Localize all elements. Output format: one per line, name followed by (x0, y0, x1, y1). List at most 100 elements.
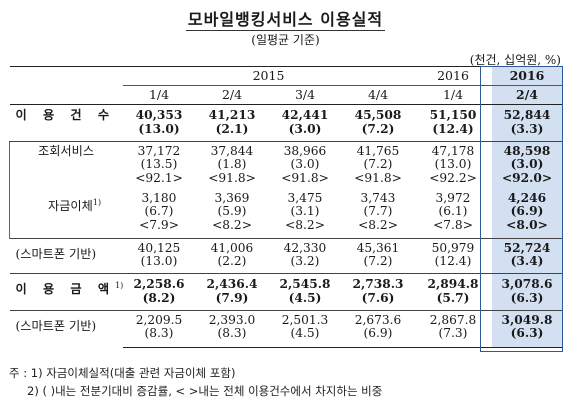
table-cell: 2,867.8 (414, 309, 492, 327)
table-cell: <92.2> (429, 170, 477, 185)
usage-count-row: 이 용 건 수 40,353 41,213 42,441 45,508 51,1… (10, 104, 563, 123)
table-cell: (7.2) (363, 254, 393, 268)
table-cell: 45,361 (341, 237, 415, 255)
table-cell: 45,508 (354, 108, 402, 122)
table-cell: <91.8> (208, 170, 256, 185)
table-cell: (7.2) (363, 157, 393, 171)
table-cell: 38,966 (268, 140, 342, 158)
table-cell: <7.8> (433, 217, 473, 232)
year-header-row: 2015 2016 2016 (9, 66, 563, 86)
table-cell: 52,724 (491, 237, 563, 255)
table-cell: 42,441 (281, 108, 329, 122)
table-cell: (6.1) (438, 204, 468, 218)
footnote-marker: 1) (92, 197, 102, 207)
usage-count-growth-row: (13.0) (2.1) (3.0) (7.2) (12.4) (3.3) (10, 121, 563, 141)
table-cell: (12.4) (434, 254, 472, 268)
table-cell: (3.4) (491, 254, 563, 274)
table-cell: (12.4) (432, 121, 474, 136)
table-cell: (13.0) (434, 157, 472, 171)
unit-label: (천건, 십억원, %) (469, 53, 561, 67)
footnote-1: 주 : 1) 자금이체실적(대출 관련 자금이체 포함) (9, 366, 236, 380)
table-cell: <91.8> (281, 170, 329, 185)
usage-amount-row: 이 용 금 액1) 2,258.6 2,436.4 2,545.8 2,738.… (9, 273, 563, 310)
table-cell: (13.0) (138, 121, 180, 136)
transfer-label: 자금이체 (48, 198, 93, 213)
table-cell: 3,972 (435, 190, 471, 205)
table-cell: 2,545.8 (268, 273, 342, 292)
table-cell: 42,330 (268, 237, 342, 255)
usage-amount-label-cell: 이 용 금 액1) (9, 273, 124, 310)
table-cell: 37,172 (122, 140, 196, 158)
footnotes: 주 : 1) 자금이체실적(대출 관련 자금이체 포함) 2) ( )내는 전분… (9, 364, 382, 400)
table-cell: 2,393.0 (195, 309, 269, 327)
table-cell: (7.7) (363, 204, 393, 218)
usage-count-label: 이 용 건 수 (15, 108, 116, 122)
smartphone-amount-growth-row: (8.3) (8.3) (4.5) (6.9) (7.3) (6.3) (10, 326, 563, 348)
quarter-header: 1/4 (122, 85, 196, 105)
usage-amount-growth-row: (8.2) (7.9) (4.5) (7.6) (5.7) (6.3) (10, 290, 563, 310)
table-cell: (7.9) (215, 290, 249, 305)
table-cell: (4.5) (288, 290, 322, 305)
year-2016: 2016 (414, 66, 492, 86)
table-cell: (2.2) (217, 254, 247, 268)
year-2016-current: 2016 (491, 66, 563, 86)
table-cell: (3.0) (491, 157, 563, 172)
quarter-header: 1/4 (414, 85, 492, 105)
footnote-marker: 1) (115, 280, 124, 290)
inquiry-growth-row: (13.5) (1.8) (3.0) (7.2) (13.0) (3.0) (9, 157, 563, 172)
table-cell: 40,353 (135, 108, 183, 122)
smartphone-count-label: (스마트폰 기반) (15, 246, 97, 261)
table-cell: (6.3) (491, 326, 563, 348)
table-cell: (3.0) (290, 157, 320, 171)
table-cell: <92.1> (135, 170, 183, 185)
table-cell: (1.8) (217, 157, 247, 171)
table-cell: <8.2> (212, 217, 252, 232)
table-cell: 2,673.6 (341, 309, 415, 327)
table-cell: 3,078.6 (491, 273, 563, 292)
table-cell: (4.5) (268, 326, 342, 348)
smartphone-count-growth-row: (13.0) (2.2) (3.2) (7.2) (12.4) (3.4) (10, 254, 563, 274)
table-cell: 3,475 (287, 190, 323, 205)
subtitle: (일평균 기준) (251, 33, 320, 47)
table-cell: <91.8> (354, 170, 402, 185)
table-cell: 2,436.4 (195, 273, 269, 292)
table-cell: 40,125 (122, 237, 196, 255)
table-cell: 41,006 (195, 237, 269, 255)
table-cell: (7.2) (361, 121, 395, 136)
usage-table: 2015 2016 2016 1/4 2/4 3/4 4/4 1/4 2/4 이… (9, 66, 563, 348)
table-cell: (13.5) (140, 157, 178, 171)
inquiry-label: 조회서비스 (9, 140, 123, 158)
table-cell: (3.1) (290, 204, 320, 218)
table-cell: 47,178 (414, 140, 492, 158)
smartphone-count-label-cell: (스마트폰 기반) (9, 237, 123, 274)
table-cell: <8.0> (491, 218, 563, 238)
table-cell: 3,743 (360, 190, 396, 205)
table-cell: <8.2> (358, 217, 398, 232)
usage-amount-label: 이 용 금 액 (15, 282, 116, 296)
table-cell: 48,598 (491, 140, 563, 158)
table-cell: (2.1) (215, 121, 249, 136)
table-cell: 51,150 (429, 108, 477, 122)
table-cell: (6.9) (491, 204, 563, 219)
page-title: 모바일뱅킹서비스 이용실적 (185, 10, 386, 31)
table-cell: <7.9> (139, 217, 179, 232)
table-cell: (5.9) (217, 204, 247, 218)
quarter-header: 2/4 (491, 85, 563, 105)
table-cell: 2,209.5 (122, 309, 196, 327)
transfer-row: 자금이체1) 3,180 3,369 3,475 3,743 3,972 4,2… (9, 190, 563, 238)
table-cell: 3,180 (141, 190, 177, 205)
quarter-header: 4/4 (341, 85, 415, 105)
table-cell: (13.0) (140, 254, 178, 268)
table-cell: 4,246 (491, 191, 563, 205)
smartphone-amount-row: (스마트폰 기반) 2,209.5 2,393.0 2,501.3 2,673.… (9, 309, 563, 348)
table-cell: 50,979 (414, 237, 492, 255)
table-cell: (7.3) (414, 326, 492, 348)
table-cell: <92.0> (491, 171, 563, 192)
table-cell: (7.6) (361, 290, 395, 305)
inquiry-share-row: <92.1> <91.8> <91.8> <91.8> <92.2> <92.0… (9, 170, 563, 192)
smartphone-amount-label: (스마트폰 기반) (15, 318, 97, 333)
table-cell: (8.3) (122, 326, 196, 348)
table-cell: 3,049.8 (491, 309, 563, 327)
table-cell: 3,369 (214, 190, 250, 205)
table-cell: (6.3) (491, 291, 563, 310)
